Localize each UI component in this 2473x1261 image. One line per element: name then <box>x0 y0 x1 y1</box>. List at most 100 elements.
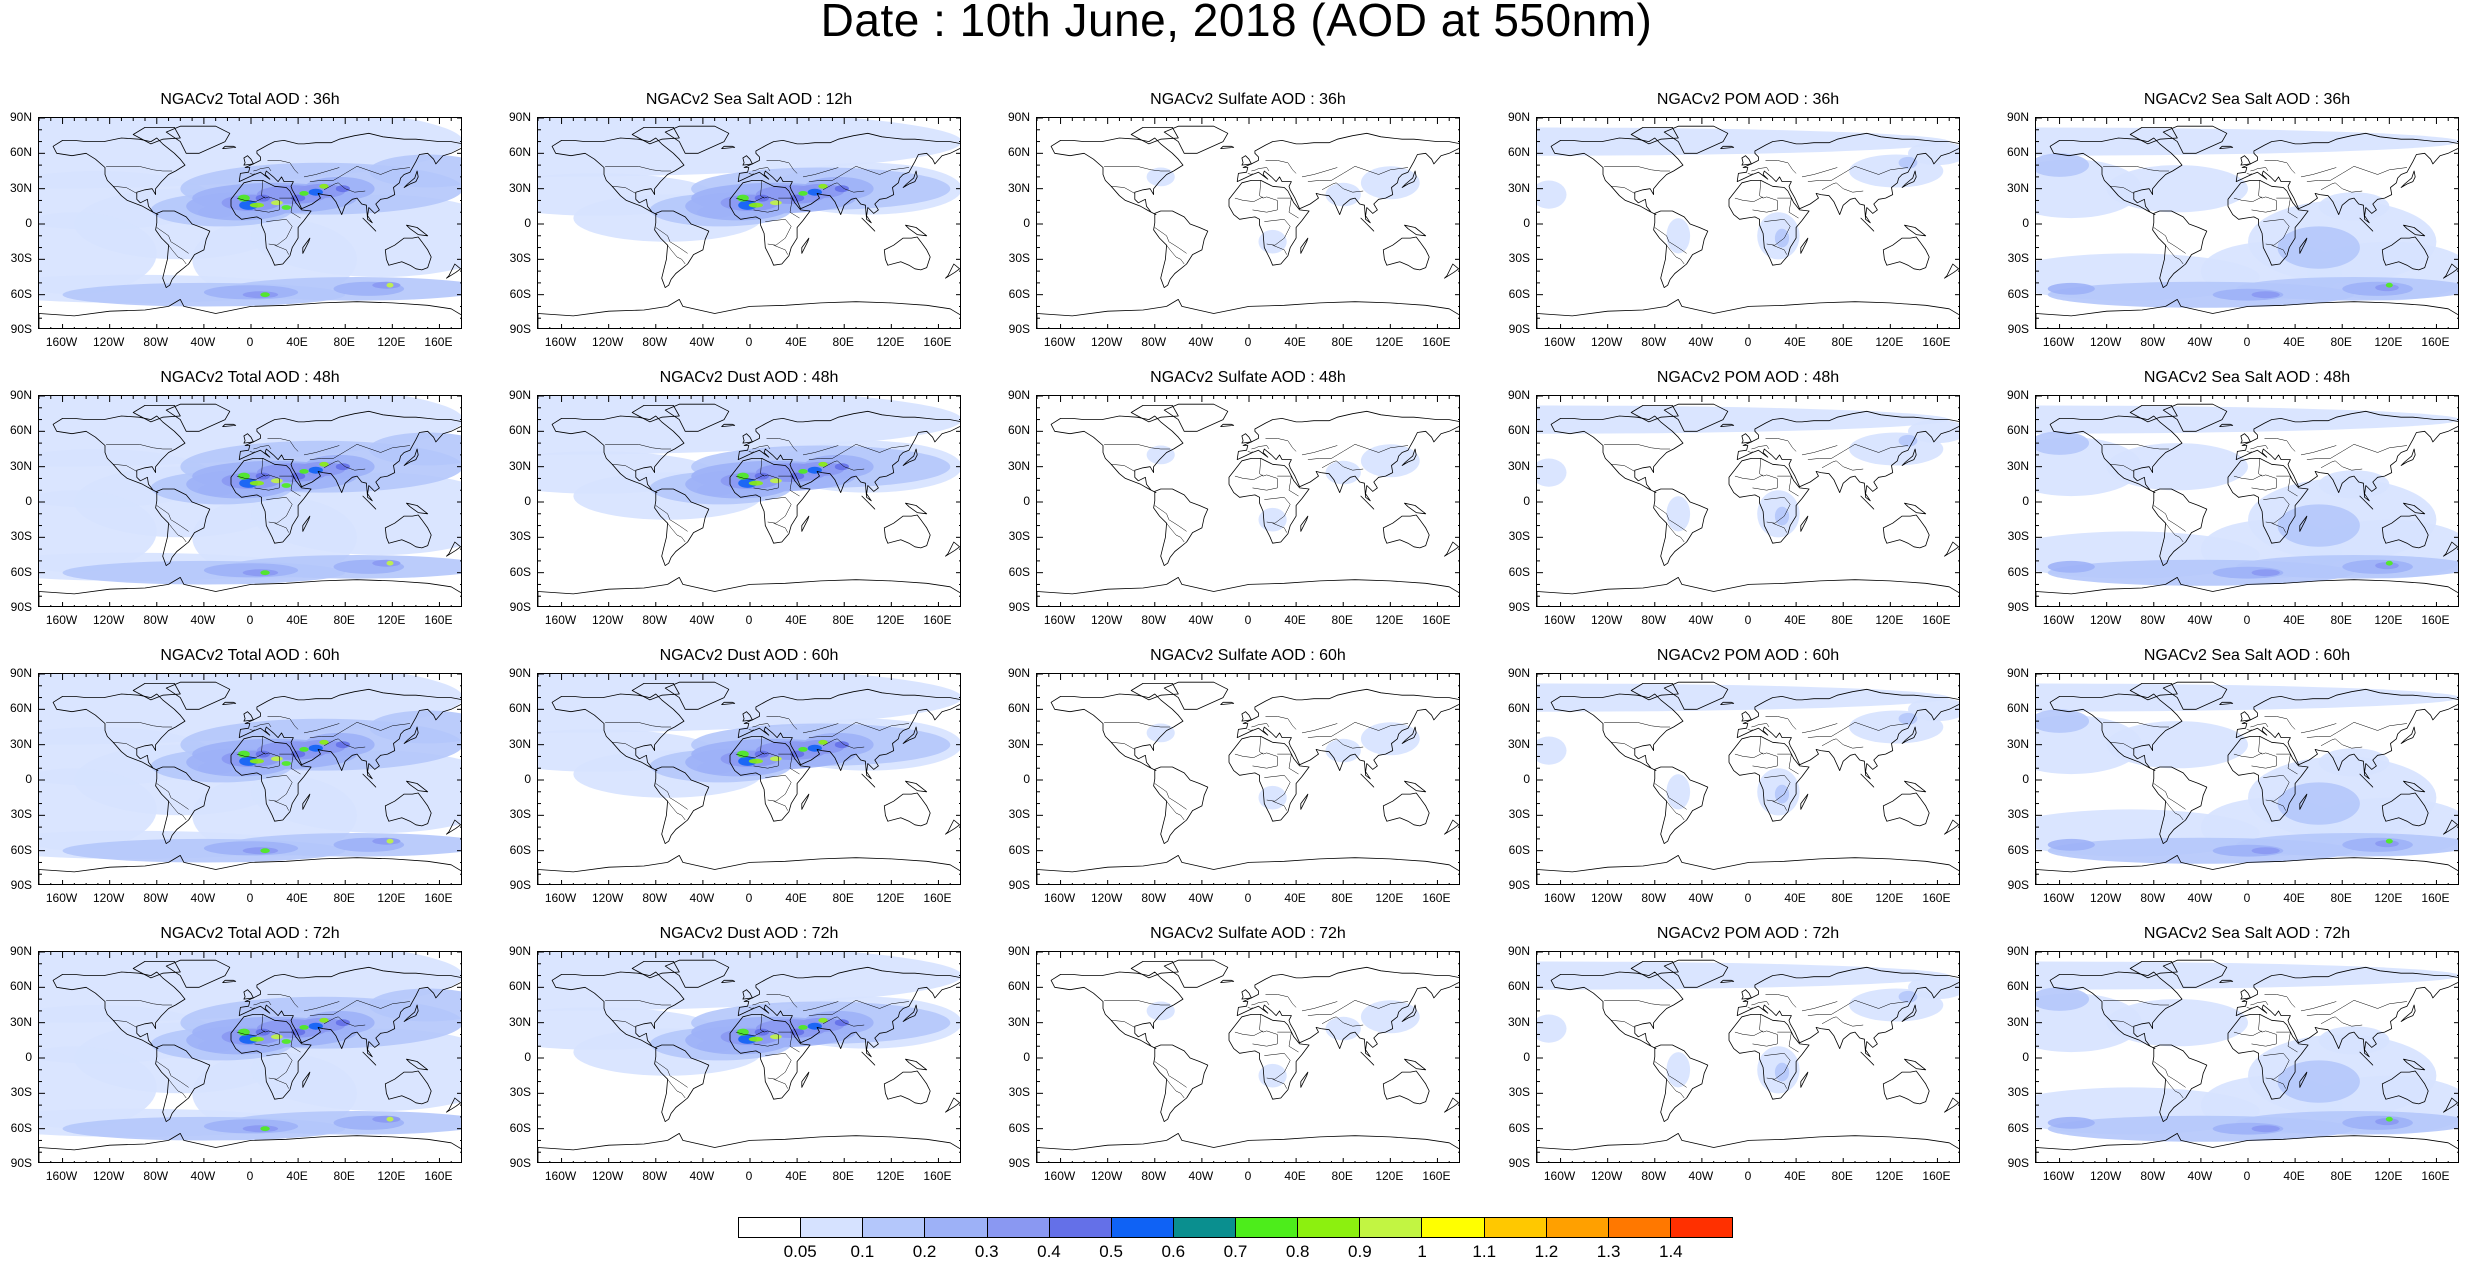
country-border <box>156 1061 189 1088</box>
latitude-label: 30N <box>1507 458 1530 473</box>
coastline <box>1882 792 1930 827</box>
country-border <box>253 723 272 728</box>
longitude-label: 80W <box>2140 613 2166 627</box>
longitude-label: 40E <box>785 613 807 627</box>
country-border <box>2320 1016 2363 1027</box>
coastline <box>2235 410 2458 502</box>
aod-contour <box>770 478 782 484</box>
country-border <box>168 1079 187 1099</box>
coastline <box>406 780 429 793</box>
country-border <box>2276 753 2298 775</box>
coastline <box>654 210 710 288</box>
country-border <box>2271 1078 2286 1089</box>
country-border <box>2250 167 2269 172</box>
aod-contour <box>2277 1060 2360 1103</box>
latitude-label: 90N <box>2006 388 2029 402</box>
coastline <box>1444 819 1459 835</box>
coastline <box>1037 577 1459 606</box>
country-border <box>1104 444 1171 450</box>
latitude-label: 90S <box>2007 878 2029 892</box>
coastline <box>1860 1051 1875 1066</box>
longitude-label: 0 <box>1244 1169 1252 1183</box>
aod-contour <box>39 1046 157 1129</box>
map-panel-dust: NGACv2 Dust AOD : 48h 90N 60N 30N 0 30S 60S 90S… <box>509 369 961 626</box>
coastline <box>631 683 680 701</box>
aod-contour <box>1908 419 1959 444</box>
coastline <box>1401 726 1417 744</box>
country-border <box>1772 800 1787 811</box>
aod-contour <box>748 480 763 486</box>
country-border <box>2246 729 2252 731</box>
latitude-label: 30N <box>9 1014 32 1029</box>
coastline <box>1901 170 1917 188</box>
coastline <box>1037 1133 1459 1162</box>
coastline <box>1153 488 1209 566</box>
coastline <box>737 410 960 502</box>
country-border <box>1777 753 1799 775</box>
coastline <box>230 1014 312 1100</box>
aod-contour <box>2036 683 2458 712</box>
longitude-label: 160W <box>1543 891 1576 905</box>
country-border <box>773 800 788 811</box>
country-border <box>249 729 255 731</box>
aod-field <box>39 952 461 1141</box>
aod-contour <box>737 194 749 202</box>
latitude-label: 30N <box>1007 1014 1030 1029</box>
longitude-label: 80W <box>642 613 668 627</box>
longitude-label: 160W <box>2042 1169 2075 1183</box>
aod-contour <box>748 202 763 208</box>
coastline <box>1300 793 1309 810</box>
aod-contour <box>260 1126 270 1132</box>
country-border <box>1252 736 1278 769</box>
country-border <box>605 1000 672 1006</box>
country-border <box>236 752 266 758</box>
country-border <box>2233 474 2263 480</box>
map-svg <box>1537 118 1959 328</box>
coastlines <box>2036 681 2458 884</box>
country-border <box>612 1020 636 1028</box>
aod-contour <box>308 1022 323 1030</box>
country-border <box>748 173 754 175</box>
aod-contour <box>238 194 250 202</box>
coastline <box>2129 405 2178 423</box>
country-border <box>778 1031 800 1053</box>
longitude-label: 120E <box>1375 613 1404 627</box>
country-border <box>752 167 771 172</box>
map-svg <box>1537 396 1959 606</box>
aod-contour <box>834 463 849 471</box>
colorbar-swatch <box>1298 1218 1361 1237</box>
longitude-label: 80E <box>1831 335 1853 349</box>
country-border <box>667 245 686 265</box>
aod-field <box>2036 961 2458 1142</box>
aod-contour <box>39 490 157 573</box>
country-border <box>667 801 686 821</box>
coastline <box>1300 1071 1309 1088</box>
map-svg <box>2036 674 2458 884</box>
country-border <box>249 173 255 175</box>
country-border <box>323 182 366 193</box>
coastline <box>238 688 461 780</box>
longitude-label: 120W <box>1090 613 1123 627</box>
country-border <box>1752 1014 1778 1047</box>
coastline <box>302 1071 311 1088</box>
latitude-label: 30S <box>1008 1085 1030 1100</box>
longitude-label: 120W <box>1090 891 1123 905</box>
latitude-label: 90S <box>1508 878 1530 892</box>
coastline <box>2443 1097 2458 1113</box>
coastline <box>1944 263 1959 279</box>
coastline <box>861 1051 876 1066</box>
country-border <box>106 1000 173 1006</box>
latitude-label: 90N <box>508 110 531 124</box>
longitude-label: 120E <box>2374 1169 2403 1183</box>
country-border <box>735 752 765 758</box>
country-border <box>808 1000 910 1016</box>
aod-contour <box>372 281 401 289</box>
latitude-label: 60S <box>2007 286 2029 301</box>
country-border <box>773 244 788 255</box>
country-border <box>1752 736 1778 769</box>
country-border <box>2165 801 2184 821</box>
country-border <box>236 196 266 202</box>
aod-contour <box>1898 434 1918 447</box>
aod-contour <box>1537 180 1567 209</box>
coastline <box>2129 127 2178 145</box>
